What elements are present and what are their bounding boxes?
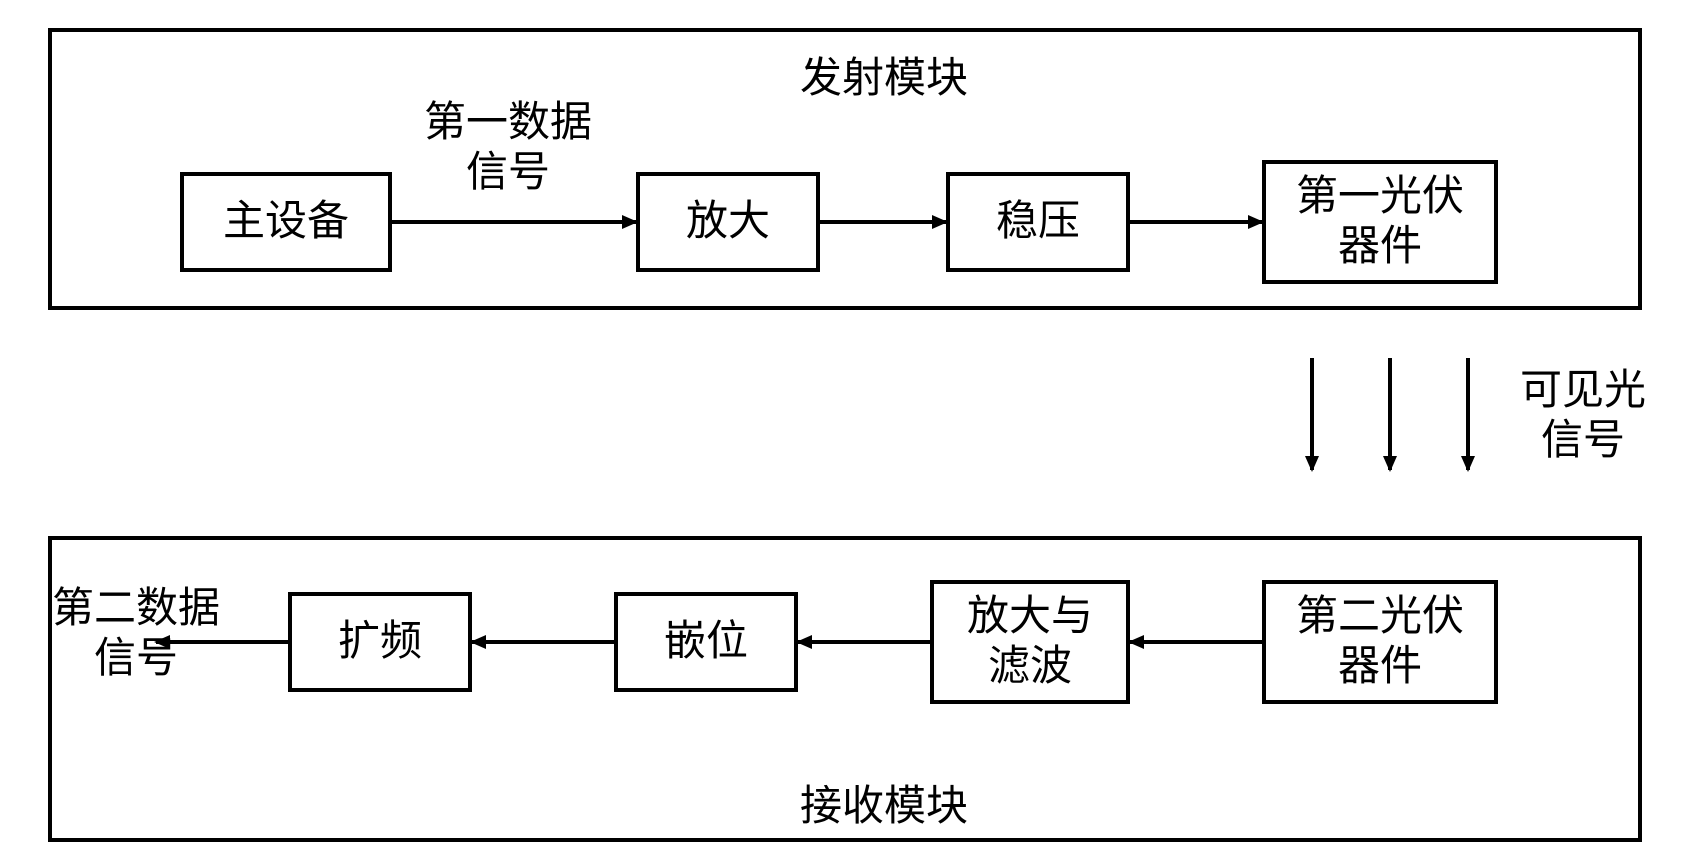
block-label: 放大与滤波	[967, 592, 1093, 693]
block-amplify: 放大	[636, 172, 820, 272]
receive-module-label: 接收模块	[800, 772, 968, 833]
block-label: 稳压	[996, 197, 1080, 247]
label-first-data-signal: 第一数据信号	[424, 98, 592, 199]
block-label: 第二光伏器件	[1296, 592, 1464, 693]
block-label: 嵌位	[664, 617, 748, 667]
block-label: 放大	[686, 197, 770, 247]
block-label: 扩频	[338, 617, 422, 667]
block-regulate: 稳压	[946, 172, 1130, 272]
block-main-device: 主设备	[180, 172, 392, 272]
block-label: 主设备	[223, 197, 349, 247]
block-amp-filter: 放大与滤波	[930, 580, 1130, 704]
label-visible-light-signal: 可见光信号	[1520, 366, 1646, 467]
light-arrows-group	[1312, 358, 1468, 470]
block-pv1: 第一光伏器件	[1262, 160, 1498, 284]
block-label: 第一光伏器件	[1296, 172, 1464, 273]
block-pv2: 第二光伏器件	[1262, 580, 1498, 704]
block-clamp: 嵌位	[614, 592, 798, 692]
block-spread: 扩频	[288, 592, 472, 692]
label-second-data-signal: 第二数据信号	[52, 584, 220, 685]
transmit-module-label: 发射模块	[800, 44, 968, 105]
